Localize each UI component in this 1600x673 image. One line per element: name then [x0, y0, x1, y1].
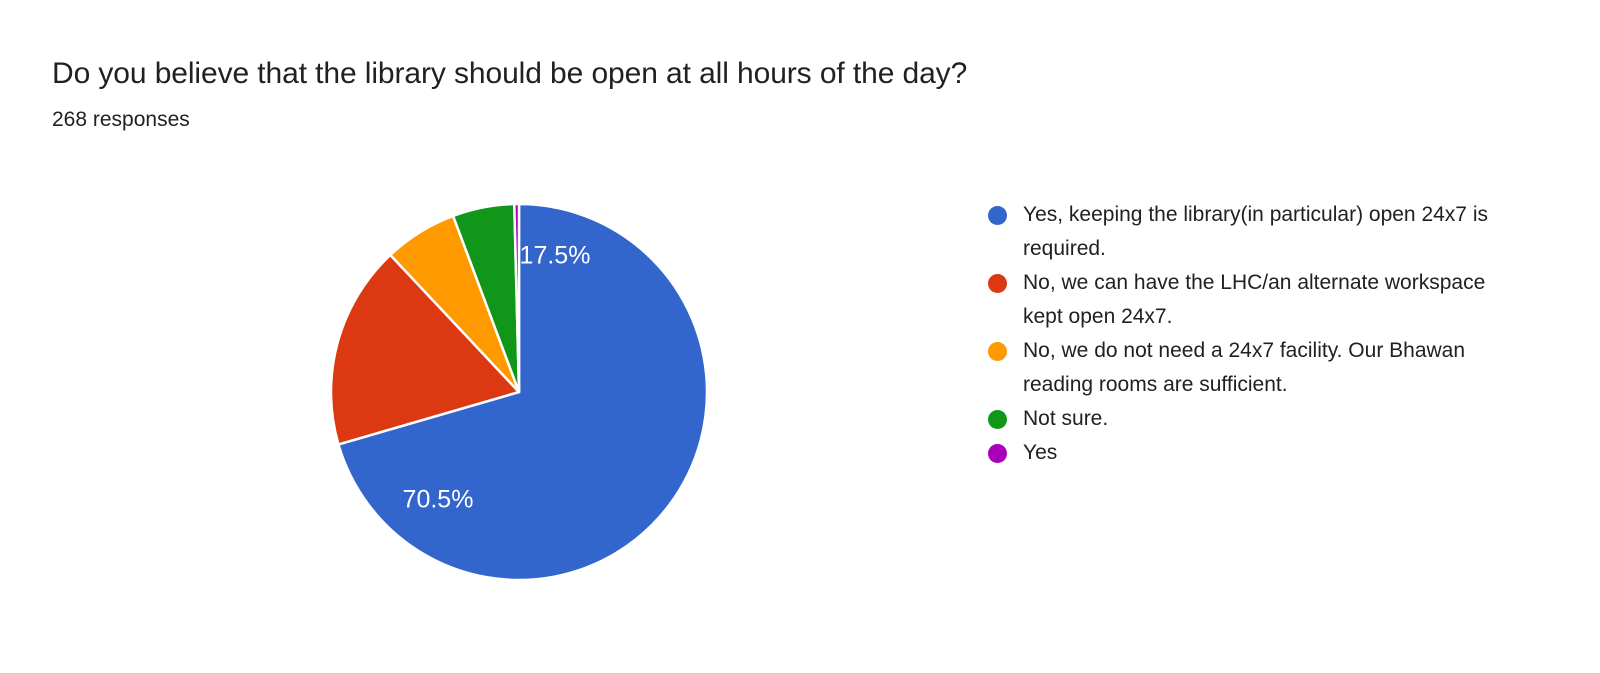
- legend-color-swatch-icon: [988, 410, 1007, 429]
- legend-item-label: No, we do not need a 24x7 facility. Our …: [1023, 339, 1466, 396]
- slice-label-red: 17.5%: [520, 242, 591, 270]
- legend-color-swatch-icon: [988, 342, 1007, 361]
- legend-item-label: Yes: [1023, 441, 1058, 464]
- pie-chart-svg: 70.5% 17.5%: [329, 202, 709, 582]
- legend-item[interactable]: Yes, keeping the library(in particular) …: [988, 198, 1508, 266]
- pie-slice[interactable]: [337, 202, 709, 582]
- legend-item-label: Yes, keeping the library(in particular) …: [1023, 203, 1488, 260]
- legend-item[interactable]: Yes: [988, 436, 1508, 470]
- legend-item-label: Not sure.: [1023, 407, 1109, 430]
- chart-legend: Yes, keeping the library(in particular) …: [988, 198, 1508, 470]
- pie-chart-area: 70.5% 17.5%: [329, 202, 709, 582]
- legend-item-label: No, we can have the LHC/an alternate wor…: [1023, 271, 1486, 328]
- page-title: Do you believe that the library should b…: [52, 57, 968, 90]
- legend-item[interactable]: No, we can have the LHC/an alternate wor…: [988, 266, 1508, 334]
- legend-color-swatch-icon: [988, 206, 1007, 225]
- legend-color-swatch-icon: [988, 274, 1007, 293]
- legend-item[interactable]: No, we do not need a 24x7 facility. Our …: [988, 334, 1508, 402]
- pie-slice[interactable]: [329, 253, 521, 446]
- legend-color-swatch-icon: [988, 444, 1007, 463]
- response-count: 268 responses: [52, 108, 190, 131]
- pie-slices-group: [329, 202, 709, 582]
- legend-item[interactable]: Not sure.: [988, 402, 1508, 436]
- slice-label-blue: 70.5%: [403, 486, 474, 514]
- pie-slice[interactable]: [513, 202, 521, 394]
